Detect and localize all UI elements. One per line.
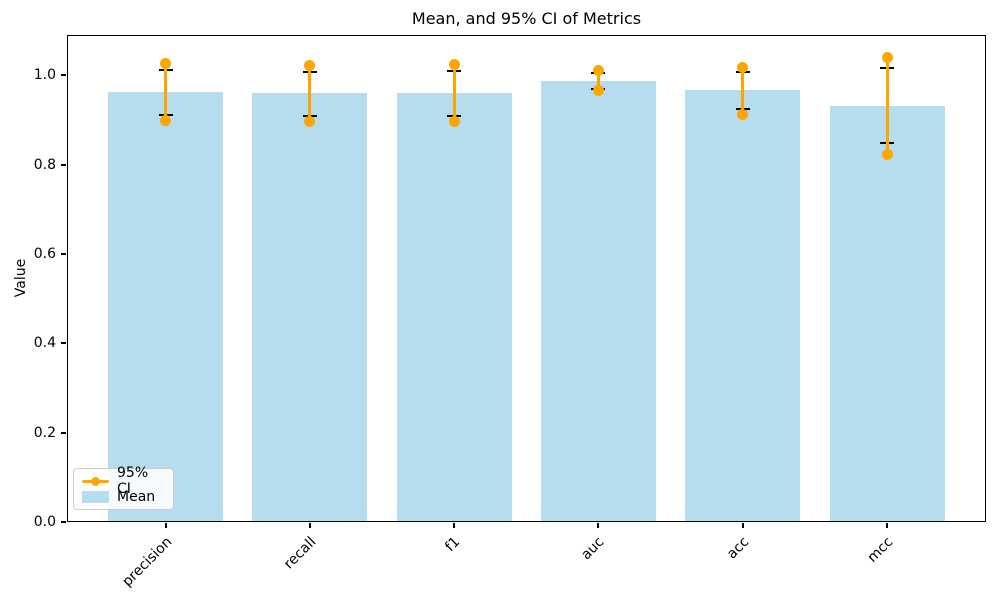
ci-dot-high-f1 xyxy=(448,59,460,71)
ci-dot-low-f1 xyxy=(448,116,460,128)
legend-item-ci: 95% CI xyxy=(82,465,165,497)
ci-dot-high-precision xyxy=(160,58,171,70)
legend-ci-label: 95% CI xyxy=(117,465,149,497)
y-tick-mark xyxy=(61,252,66,255)
bar-recall xyxy=(252,93,368,521)
ci-dot-low-auc xyxy=(592,84,604,96)
bar-auc xyxy=(540,80,656,521)
chart-title: Mean, and 95% CI of Metrics xyxy=(411,9,642,28)
bar-f1 xyxy=(396,93,512,521)
ci-dot-low-precision xyxy=(160,115,171,127)
ci-dot-high-recall xyxy=(304,60,316,72)
ci-line-f1 xyxy=(452,64,456,122)
y-axis-label: Value xyxy=(13,258,29,298)
y-tick-mark xyxy=(61,342,66,345)
x-tick-label-recall: recall xyxy=(280,534,320,573)
x-tick-mark-recall xyxy=(308,523,311,528)
ci-line-acc xyxy=(741,67,745,115)
y-tick-label: 0.8 xyxy=(33,156,56,173)
x-tick-label-auc: auc xyxy=(578,534,608,564)
bar-acc xyxy=(685,90,801,521)
ci-dot-low-acc xyxy=(737,109,749,121)
x-tick-mark-auc xyxy=(597,523,600,528)
ci-line-auc xyxy=(596,70,600,91)
ci-dot-high-auc xyxy=(592,65,604,77)
x-tick-mark-f1 xyxy=(453,523,456,528)
x-tick-mark-acc xyxy=(741,523,744,528)
ci-dot-high-acc xyxy=(737,61,749,73)
legend: 95% CI Mean xyxy=(73,465,174,510)
x-tick-label-precision: precision xyxy=(118,534,175,590)
ci-line-mcc xyxy=(885,57,889,155)
y-tick-label: 0.0 xyxy=(33,514,56,530)
ci-dot-low-mcc xyxy=(881,148,893,160)
legend-mean-label: Mean xyxy=(117,489,156,505)
y-tick-label: 0.2 xyxy=(33,424,56,441)
ci-dot-low-recall xyxy=(304,116,316,128)
x-tick-label-acc: acc xyxy=(723,534,753,563)
ci-line-recall xyxy=(308,65,312,122)
x-tick-mark-precision xyxy=(164,523,167,528)
y-tick-mark xyxy=(61,163,66,166)
x-tick-mark-mcc xyxy=(886,523,888,528)
y-tick-label: 0.4 xyxy=(33,335,56,352)
y-tick-mark xyxy=(61,74,66,77)
ci-line-precision xyxy=(164,63,167,121)
bar-mcc xyxy=(829,105,945,521)
legend-item-mean: Mean xyxy=(82,489,165,505)
legend-ci-marker-icon xyxy=(82,473,109,489)
legend-mean-swatch-icon xyxy=(82,489,109,505)
ci-dot-high-mcc xyxy=(881,51,893,63)
y-tick-mark xyxy=(61,521,66,523)
y-tick-label: 1.0 xyxy=(33,67,56,84)
x-tick-label-f1: f1 xyxy=(442,534,464,556)
x-tick-label-mcc: mcc xyxy=(864,534,897,566)
y-tick-mark xyxy=(61,431,66,434)
y-tick-label: 0.6 xyxy=(33,245,56,262)
bar-precision xyxy=(108,91,223,521)
